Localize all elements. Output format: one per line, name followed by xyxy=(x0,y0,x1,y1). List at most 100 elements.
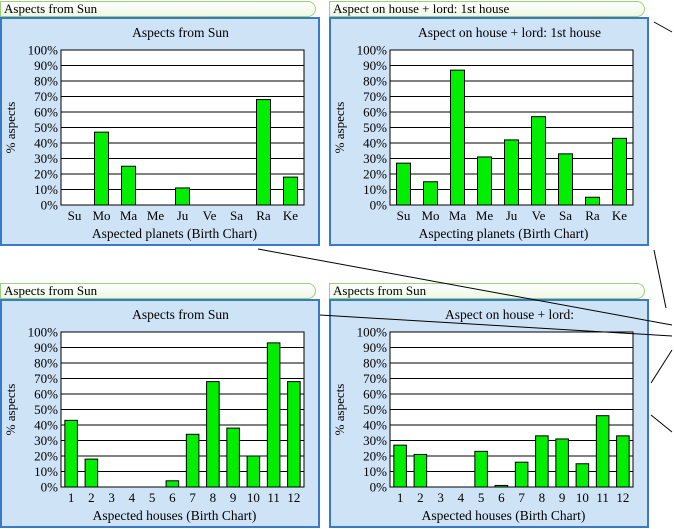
chart-title: Aspects from Sun xyxy=(132,307,229,322)
x-tick-label: 4 xyxy=(129,490,136,505)
bar xyxy=(396,162,411,206)
y-tick-label: 10% xyxy=(34,464,58,479)
bar xyxy=(531,116,546,206)
x-axis-label: Aspected houses (Birth Chart) xyxy=(93,508,257,523)
tab-aspects-from-sun-bottom-left[interactable]: Aspects from Sun xyxy=(0,283,316,299)
x-tick-label: Ke xyxy=(283,208,298,223)
chart-4-svg: 0%10%20%30%40%50%60%70%80%90%100%1 2 3 4 5 6 7… xyxy=(332,307,634,523)
chart-3-svg: 0%10%20%30%40%50%60%70%80%90%100%1 2 3 4 5 6 7… xyxy=(3,307,305,523)
x-tick-label: Sa xyxy=(559,208,572,223)
x-tick-label: 2 xyxy=(417,490,424,505)
x-tick-label: Ve xyxy=(532,208,546,223)
chart-2-svg: 0%10%20%30%40%50%60%70%80%90%100% Su Mo Ma M… xyxy=(332,25,634,241)
bar xyxy=(165,480,180,488)
x-tick-label: 11 xyxy=(267,490,280,505)
y-tick-label: 80% xyxy=(34,74,58,89)
y-tick-label: 40% xyxy=(363,136,387,151)
bar xyxy=(494,484,509,488)
x-tick-label: 3 xyxy=(437,490,444,505)
y-tick-label: 0% xyxy=(370,198,388,213)
x-tick-label: Su xyxy=(68,208,82,223)
y-tick-label: 60% xyxy=(363,387,387,402)
x-tick-label: Ju xyxy=(177,208,189,223)
bar xyxy=(283,176,298,206)
y-tick-label: 20% xyxy=(363,449,387,464)
chart-panel-2: 0% 10% 20% 30% 40% 50% 60% 70% 80% 90% 100% Su Mo Ma M… xyxy=(329,17,649,246)
bar xyxy=(612,137,627,206)
bar xyxy=(477,156,492,206)
bar xyxy=(616,435,630,488)
y-tick-label: 30% xyxy=(363,151,387,166)
x-tick-label: Su xyxy=(397,208,411,223)
x-tick-label: 9 xyxy=(230,490,237,505)
x-tick-label: 7 xyxy=(518,490,525,505)
bar xyxy=(413,453,428,488)
tab-aspects-from-sun-top-left[interactable]: Aspects from Sun xyxy=(0,1,316,17)
tab-aspects-from-sun-bottom-right[interactable]: Aspects from Sun xyxy=(329,283,645,299)
bar xyxy=(474,450,488,488)
bar xyxy=(514,461,529,488)
chart-panel-1: 0% 10% 20% 30% 40% 50% 60% 70% 80% 90% 100% Su Mo Ma M… xyxy=(0,17,320,246)
y-tick-label: 70% xyxy=(34,371,58,386)
y-tick-label: 90% xyxy=(363,58,387,73)
y-tick-label: 0% xyxy=(41,198,59,213)
y-tick-label: 60% xyxy=(34,387,58,402)
x-tick-label: Ma xyxy=(120,208,138,223)
x-tick-label: 8 xyxy=(210,490,217,505)
x-tick-label: Ju xyxy=(506,208,518,223)
x-tick-label: Mo xyxy=(92,208,110,223)
y-tick-label: 100% xyxy=(28,43,59,58)
bar xyxy=(595,415,610,488)
x-tick-label: 12 xyxy=(616,490,629,505)
bar xyxy=(450,69,465,206)
bar xyxy=(585,196,600,206)
y-tick-label: 50% xyxy=(34,120,58,135)
x-tick-label: Ke xyxy=(612,208,627,223)
x-tick-label: 1 xyxy=(397,490,404,505)
bar xyxy=(266,342,281,488)
bar xyxy=(175,187,190,206)
bar xyxy=(287,381,301,488)
chart-title: Aspects from Sun xyxy=(132,25,229,40)
x-tick-label: 6 xyxy=(498,490,505,505)
y-tick-label: 0% xyxy=(41,480,59,495)
x-tick-label: 10 xyxy=(247,490,260,505)
chart-panel-4: 0% 10% 20% 30% 40% 50% 60% 70% 80% 90% 100% 1 2 3 4 5 6 7… xyxy=(329,299,649,528)
bar xyxy=(206,381,220,488)
bar xyxy=(246,455,261,488)
chart-1-svg: 0%10%20%30%40%50%60%70%80%90%100% Su Mo Ma M… xyxy=(3,25,305,241)
y-axis-label: % aspects xyxy=(332,384,347,436)
y-tick-label: 20% xyxy=(363,167,387,182)
bar xyxy=(423,181,438,206)
y-tick-label: 30% xyxy=(34,433,58,448)
x-tick-label: 7 xyxy=(189,490,196,505)
y-tick-label: 10% xyxy=(34,182,58,197)
y-tick-label: 70% xyxy=(34,89,58,104)
y-tick-label: 40% xyxy=(34,418,58,433)
y-tick-label: 60% xyxy=(34,105,58,120)
bar xyxy=(256,99,271,206)
y-tick-label: 80% xyxy=(363,356,387,371)
y-tick-label: 40% xyxy=(363,418,387,433)
y-tick-label: 90% xyxy=(34,340,58,355)
y-tick-label: 90% xyxy=(363,340,387,355)
y-tick-label: 10% xyxy=(363,182,387,197)
bar xyxy=(558,153,573,206)
x-axis-label: Aspected planets (Birth Chart) xyxy=(92,226,257,241)
y-tick-label: 10% xyxy=(363,464,387,479)
x-tick-label: 1 xyxy=(68,490,75,505)
bar xyxy=(535,435,549,488)
x-axis-label: Aspected houses (Birth Chart) xyxy=(422,508,586,523)
y-tick-label: 100% xyxy=(357,325,388,340)
x-tick-label: Mo xyxy=(421,208,439,223)
y-tick-label: 70% xyxy=(363,371,387,386)
y-tick-label: 50% xyxy=(34,402,58,417)
bar xyxy=(94,131,109,206)
y-axis-label: % aspects xyxy=(3,102,18,154)
y-tick-label: 100% xyxy=(357,43,388,58)
tab-aspect-on-house-top-right[interactable]: Aspect on house + lord: 1st house xyxy=(329,1,645,17)
y-tick-label: 70% xyxy=(363,89,387,104)
y-tick-label: 30% xyxy=(363,433,387,448)
x-tick-label: Sa xyxy=(230,208,243,223)
x-axis-label: Aspecting planets (Birth Chart) xyxy=(419,226,589,241)
